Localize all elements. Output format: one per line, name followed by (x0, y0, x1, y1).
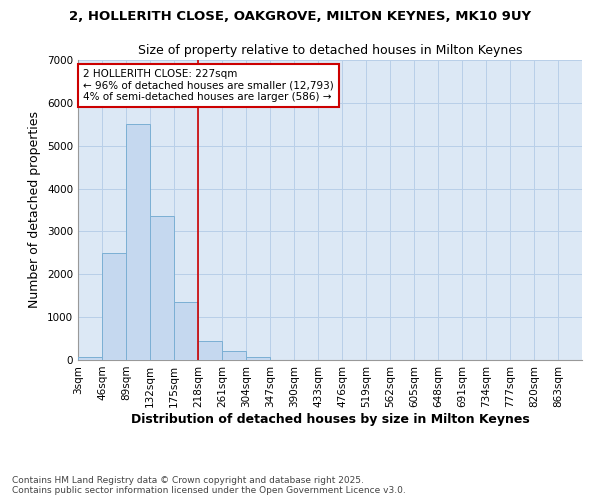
Bar (246, 356, 270, 360)
Bar (222, 352, 246, 360)
Bar (102, 253, 126, 360)
Text: Contains HM Land Registry data © Crown copyright and database right 2025.
Contai: Contains HM Land Registry data © Crown c… (12, 476, 406, 495)
Y-axis label: Number of detached properties: Number of detached properties (28, 112, 41, 308)
Bar (126, 124, 150, 360)
Text: 2 HOLLERITH CLOSE: 227sqm
← 96% of detached houses are smaller (12,793)
4% of se: 2 HOLLERITH CLOSE: 227sqm ← 96% of detac… (83, 69, 334, 102)
X-axis label: Distribution of detached houses by size in Milton Keynes: Distribution of detached houses by size … (131, 412, 529, 426)
Text: 2, HOLLERITH CLOSE, OAKGROVE, MILTON KEYNES, MK10 9UY: 2, HOLLERITH CLOSE, OAKGROVE, MILTON KEY… (69, 10, 531, 23)
Bar (150, 216, 174, 360)
Bar (78, 356, 102, 360)
Bar (174, 302, 198, 360)
Title: Size of property relative to detached houses in Milton Keynes: Size of property relative to detached ho… (138, 44, 522, 58)
Bar (198, 340, 222, 360)
